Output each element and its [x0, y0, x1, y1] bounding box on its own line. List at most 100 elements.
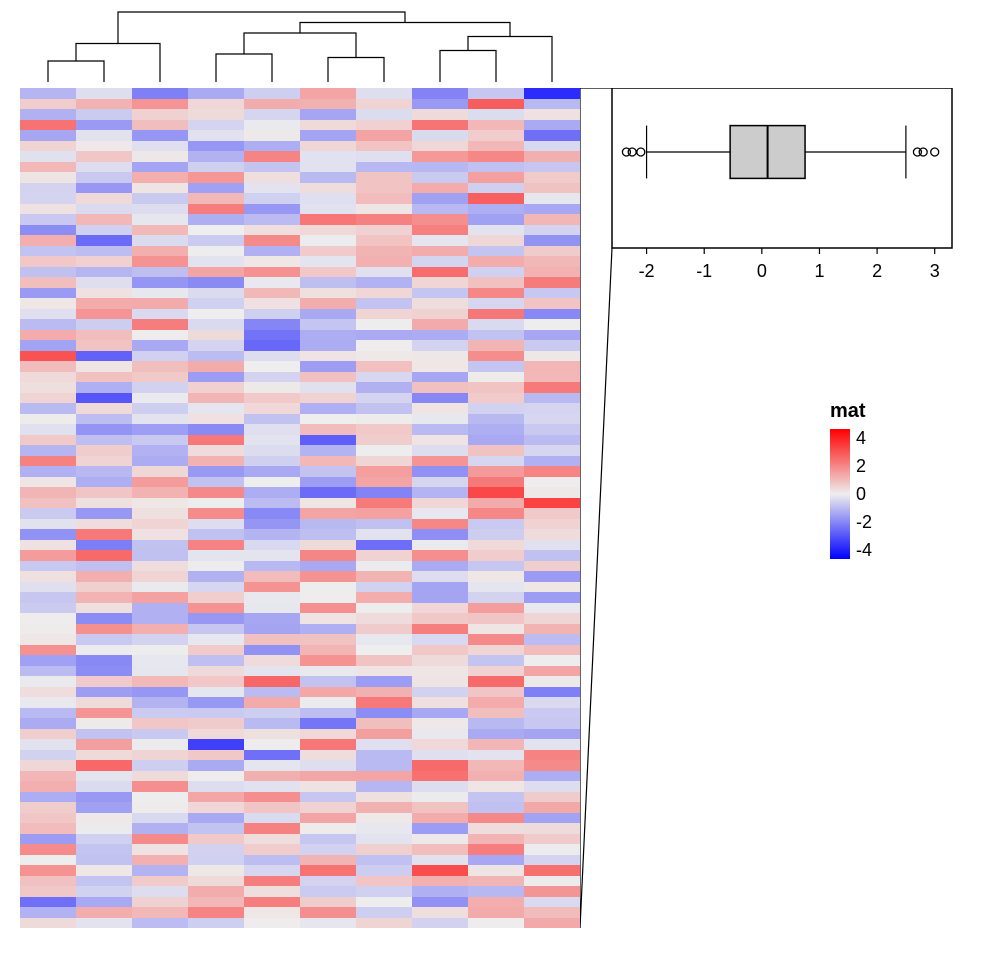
heatmap-cell — [300, 529, 356, 540]
heatmap-cell — [524, 277, 580, 288]
heatmap-cell — [20, 739, 76, 750]
heatmap-cell — [300, 582, 356, 593]
heatmap-cell — [300, 445, 356, 456]
heatmap-cell — [300, 498, 356, 509]
heatmap-cell — [188, 708, 244, 719]
heatmap-cell — [468, 603, 524, 614]
heatmap-cell — [300, 120, 356, 131]
heatmap-cell — [356, 319, 412, 330]
heatmap-cell — [356, 844, 412, 855]
heatmap-cell — [244, 865, 300, 876]
heatmap-cell — [188, 172, 244, 183]
heatmap-cell — [300, 361, 356, 372]
heatmap-cell — [468, 771, 524, 782]
heatmap-cell — [244, 844, 300, 855]
heatmap-cell — [468, 813, 524, 824]
heatmap-cell — [412, 330, 468, 341]
heatmap-cell — [356, 235, 412, 246]
heatmap-cell — [412, 172, 468, 183]
heatmap-cell — [132, 603, 188, 614]
heatmap-cell — [468, 687, 524, 698]
heatmap-cell — [244, 781, 300, 792]
boxplot-outlier — [637, 148, 645, 156]
heatmap-cell — [412, 109, 468, 120]
heatmap-cell — [244, 298, 300, 309]
heatmap-cell — [76, 204, 132, 215]
heatmap-cell — [524, 246, 580, 257]
heatmap-cell — [188, 540, 244, 551]
heatmap-cell — [20, 193, 76, 204]
heatmap-cell — [132, 361, 188, 372]
heatmap-cell — [76, 424, 132, 435]
heatmap-cell — [20, 498, 76, 509]
heatmap-cell — [412, 456, 468, 467]
heatmap-cell — [132, 876, 188, 887]
heatmap-cell — [524, 865, 580, 876]
heatmap-cell — [132, 319, 188, 330]
heatmap-cell — [412, 372, 468, 383]
heatmap-cell — [300, 865, 356, 876]
heatmap-cell — [244, 393, 300, 404]
heatmap-cell — [76, 193, 132, 204]
heatmap-cell — [468, 781, 524, 792]
heatmap-cell — [412, 235, 468, 246]
heatmap-cell — [468, 676, 524, 687]
heatmap-cell — [20, 613, 76, 624]
heatmap-cell — [76, 361, 132, 372]
heatmap-cell — [20, 477, 76, 488]
heatmap-cell — [412, 855, 468, 866]
heatmap-cell — [244, 256, 300, 267]
heatmap-cell — [188, 456, 244, 467]
heatmap-cell — [132, 540, 188, 551]
heatmap-cell — [468, 876, 524, 887]
heatmap-cell — [76, 277, 132, 288]
heatmap-cell — [244, 351, 300, 362]
heatmap-cell — [412, 813, 468, 824]
heatmap-cell — [468, 162, 524, 173]
heatmap-cell — [300, 204, 356, 215]
heatmap-cell — [412, 645, 468, 656]
heatmap-cell — [132, 340, 188, 351]
heatmap-cell — [300, 802, 356, 813]
heatmap-cell — [244, 760, 300, 771]
heatmap-cell — [188, 151, 244, 162]
heatmap-cell — [132, 802, 188, 813]
heatmap-cell — [300, 813, 356, 824]
heatmap-cell — [132, 655, 188, 666]
heatmap-cell — [20, 351, 76, 362]
heatmap-cell — [412, 393, 468, 404]
heatmap-cell — [244, 655, 300, 666]
heatmap-cell — [188, 865, 244, 876]
heatmap-cell — [244, 918, 300, 929]
heatmap-cell — [20, 750, 76, 761]
heatmap-matrix — [20, 88, 580, 928]
legend-tick-label: 2 — [856, 457, 872, 475]
heatmap-cell — [132, 519, 188, 530]
heatmap-cell — [468, 172, 524, 183]
heatmap-cell — [356, 823, 412, 834]
heatmap-cell — [188, 561, 244, 572]
heatmap-cell — [412, 666, 468, 677]
heatmap-cell — [132, 781, 188, 792]
heatmap-cell — [132, 130, 188, 141]
heatmap-cell — [188, 729, 244, 740]
heatmap-cell — [76, 697, 132, 708]
heatmap-cell — [412, 498, 468, 509]
heatmap-cell — [356, 886, 412, 897]
heatmap-cell — [524, 624, 580, 635]
heatmap-cell — [188, 918, 244, 929]
heatmap-cell — [188, 246, 244, 257]
heatmap-cell — [356, 424, 412, 435]
heatmap-cell — [468, 393, 524, 404]
heatmap-cell — [20, 834, 76, 845]
heatmap-cell — [356, 372, 412, 383]
heatmap-cell — [76, 592, 132, 603]
heatmap-cell — [300, 456, 356, 467]
heatmap-cell — [412, 246, 468, 257]
heatmap-cell — [132, 99, 188, 110]
heatmap-cell — [412, 897, 468, 908]
boxplot-axis-tick-label: 0 — [757, 261, 767, 281]
heatmap-cell — [188, 844, 244, 855]
heatmap-cell — [132, 813, 188, 824]
heatmap-cell — [20, 361, 76, 372]
